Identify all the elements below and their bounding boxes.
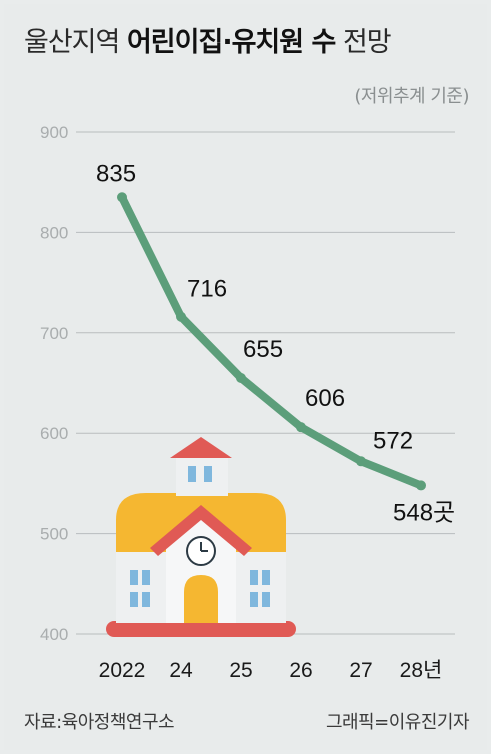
data-label: 716 xyxy=(187,276,227,303)
y-tick-label: 600 xyxy=(40,424,68,443)
data-label: 572 xyxy=(373,427,413,454)
data-point-24 xyxy=(176,311,186,322)
data-label: 655 xyxy=(243,336,283,363)
y-axis: 900 800 700 600 500 400 xyxy=(40,123,68,644)
data-point-27 xyxy=(356,456,366,467)
x-tick-label: 27 xyxy=(349,659,372,682)
graphic-credit: 그래픽=이유진기자 xyxy=(325,712,470,733)
y-tick-label: 500 xyxy=(40,525,68,544)
series-line xyxy=(117,192,426,491)
chart-title: 울산지역 어린이집·유치원 수 전망 xyxy=(24,20,392,59)
data-label: 548곳 xyxy=(393,499,455,526)
data-point-25 xyxy=(236,372,246,383)
school-building-icon xyxy=(106,437,296,637)
chart-subtitle: (저위추계 기준) xyxy=(354,86,469,107)
title-region: 울산지역 xyxy=(24,27,120,58)
y-tick-label: 900 xyxy=(40,123,68,142)
series-path xyxy=(118,193,425,490)
data-label: 835 xyxy=(96,160,136,187)
x-axis: 2022 24 25 26 27 28년 xyxy=(99,659,443,682)
data-point-28년 xyxy=(416,480,426,491)
x-tick-label: 25 xyxy=(229,659,252,682)
y-tick-label: 800 xyxy=(40,223,68,242)
source-note: 자료:육아정책연구소 xyxy=(24,712,175,733)
y-tick-label: 700 xyxy=(40,324,68,343)
title-tail: 전망 xyxy=(342,27,392,58)
data-labels: 835 716 655 606 572 548곳 xyxy=(96,160,455,526)
data-label: 606 xyxy=(305,385,345,412)
data-point-2022 xyxy=(117,192,127,203)
title-subject: 어린이집·유치원 수 xyxy=(126,27,336,58)
x-tick-label: 26 xyxy=(289,659,312,682)
x-tick-label: 24 xyxy=(169,659,193,682)
x-tick-label: 28년 xyxy=(400,659,443,682)
x-tick-label: 2022 xyxy=(99,659,146,682)
y-tick-label: 400 xyxy=(40,625,68,644)
data-point-26 xyxy=(296,422,306,433)
